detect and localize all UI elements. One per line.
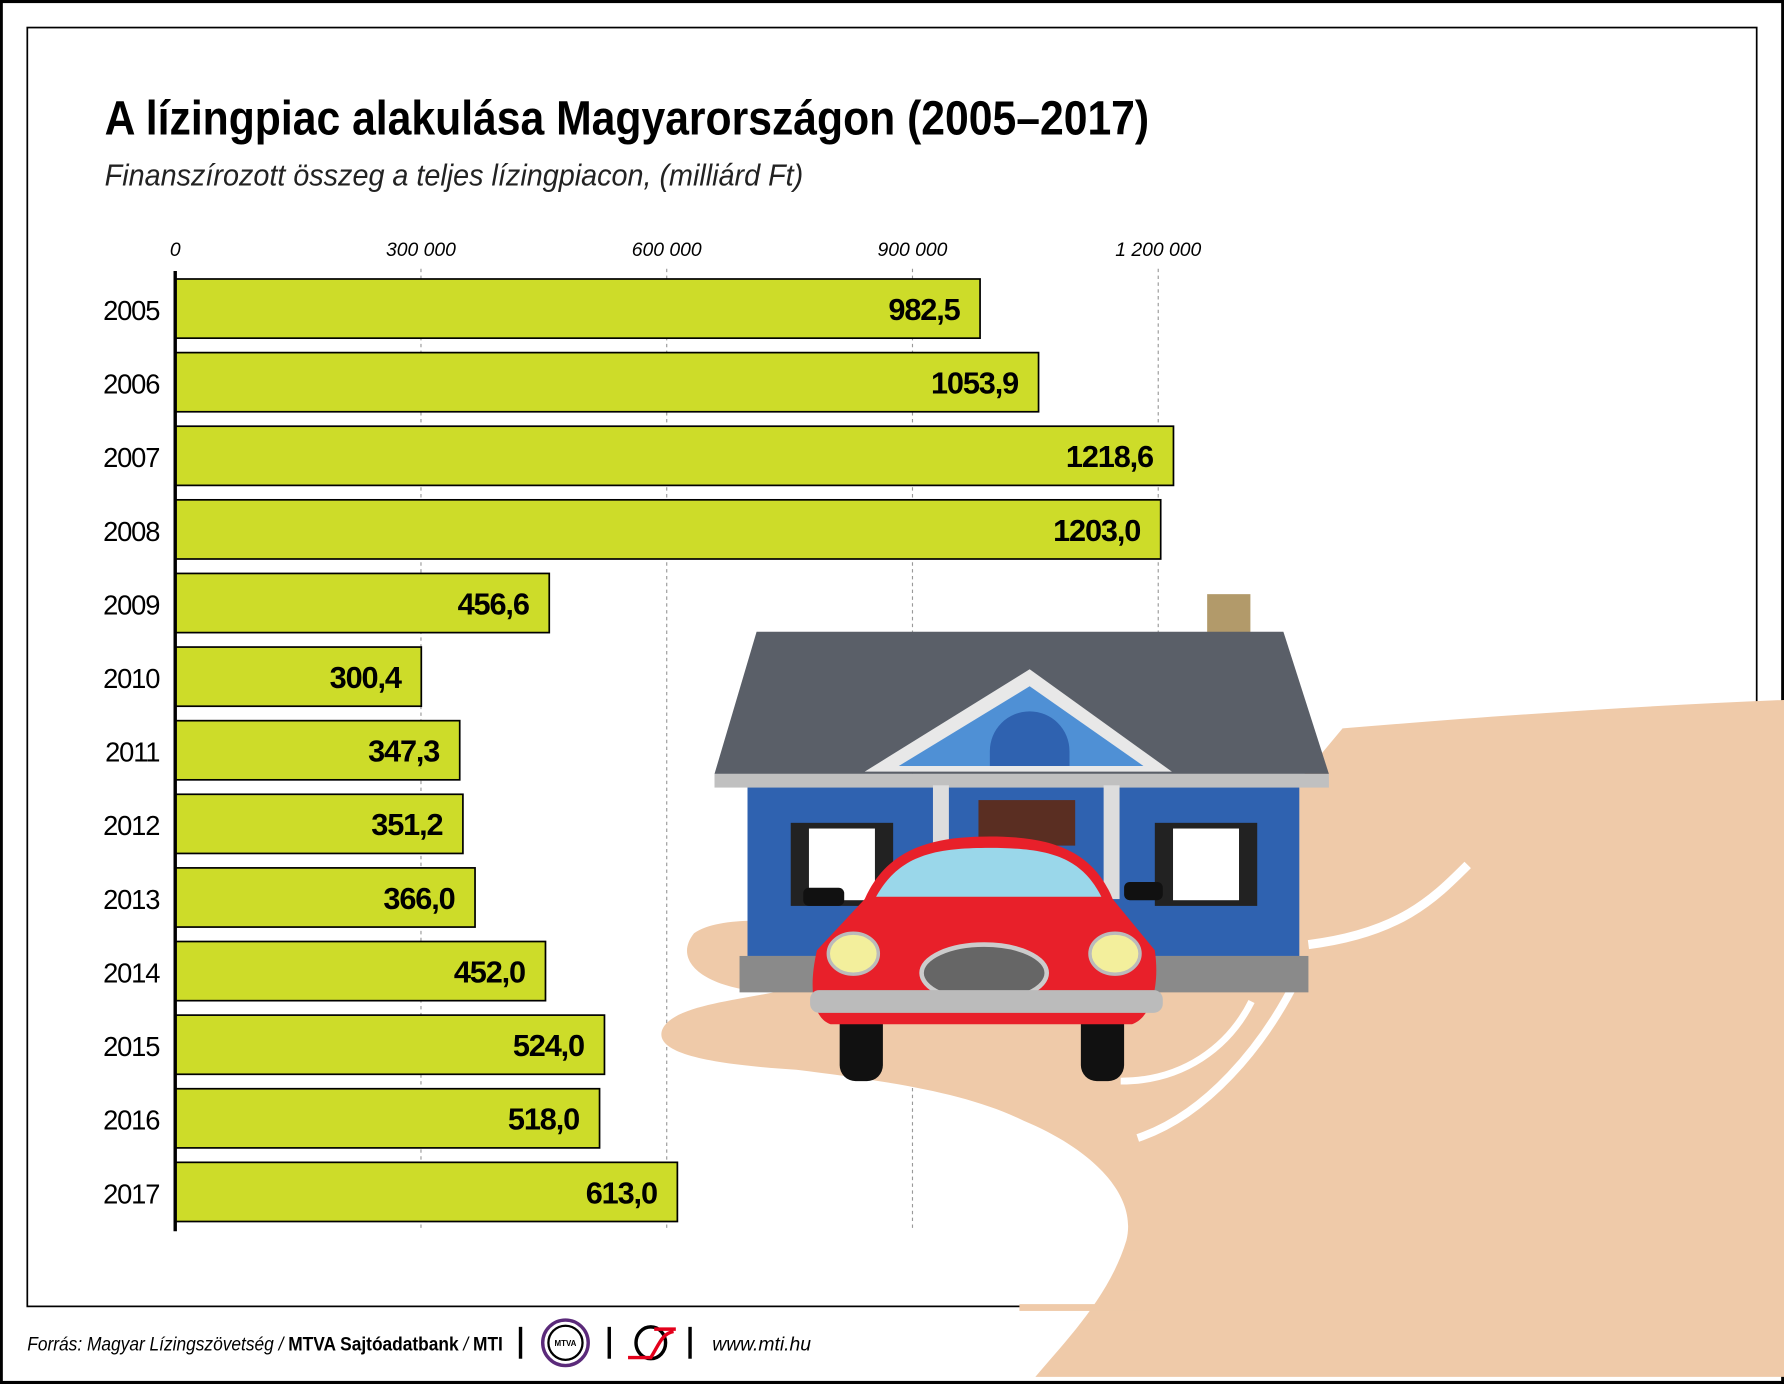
- value-label: 1218,6: [1066, 439, 1153, 474]
- website-link[interactable]: www.mti.hu: [712, 1334, 811, 1356]
- bar-2016: [174, 1087, 601, 1149]
- category-label: 2015: [103, 1031, 160, 1062]
- category-label: 2011: [105, 737, 159, 768]
- value-label: 300,4: [330, 660, 402, 695]
- x-tick-label: 0: [170, 239, 181, 261]
- value-label: 456,6: [458, 586, 529, 621]
- value-label: 524,0: [513, 1028, 584, 1063]
- category-label: 2010: [103, 663, 160, 694]
- source-mti: MTI: [473, 1334, 503, 1356]
- inner-frame: [26, 26, 1758, 1308]
- hand-house-car-illustration: [661, 594, 1784, 1377]
- bar-2014: [174, 940, 547, 1002]
- category-label: 2017: [103, 1178, 159, 1209]
- x-tick-label: 600 000: [632, 239, 702, 261]
- x-axis-ticks: 0 300 000 600 000 900 000 1 200 000: [170, 239, 1202, 261]
- category-label: 2005: [103, 295, 160, 326]
- value-label: 1053,9: [931, 366, 1018, 401]
- bar-2010: [174, 646, 423, 708]
- value-label: 613,0: [586, 1175, 657, 1210]
- source-sep: /: [459, 1334, 473, 1356]
- bar-2009: [174, 572, 551, 634]
- chart-subtitle: Finanszírozott összeg a teljes lízingpia…: [105, 158, 804, 193]
- x-tick-label: 900 000: [878, 239, 948, 261]
- category-label: 2008: [103, 516, 159, 547]
- bar-2012: [174, 793, 464, 855]
- footer: Forrás: Magyar Lízingszövetség / MTVA Sa…: [27, 1318, 811, 1368]
- category-label: 2014: [103, 957, 160, 988]
- value-label: 982,5: [888, 292, 960, 327]
- chart-title: A lízingpiac alakulása Magyarországon (2…: [105, 93, 1149, 146]
- x-tick-label: 1 200 000: [1115, 239, 1201, 261]
- category-label: 2013: [103, 884, 159, 915]
- bar-2007: [174, 425, 1175, 487]
- mti-logo: [628, 1325, 676, 1361]
- y-axis-labels: 2005 2006 2007 2008 2009 2010 2011 2012 2013 2014…: [103, 295, 161, 1209]
- category-label: 2012: [103, 810, 159, 841]
- x-tick-label: 300 000: [386, 239, 456, 261]
- car-icon: [803, 836, 1163, 1082]
- separator: [688, 1326, 692, 1359]
- mtva-logo: MTVA: [541, 1318, 590, 1368]
- separator: [607, 1326, 611, 1359]
- value-label: 452,0: [454, 954, 525, 989]
- source-text: Forrás: Magyar Lízingszövetség / MTVA Sa…: [27, 1334, 503, 1356]
- category-label: 2007: [103, 442, 159, 473]
- bar-2006: [174, 351, 1040, 413]
- separator: [518, 1326, 523, 1359]
- value-label: 347,3: [368, 734, 439, 769]
- category-label: 2009: [103, 589, 159, 620]
- value-label: 518,0: [508, 1102, 579, 1137]
- value-label: 366,0: [383, 881, 454, 916]
- source-prefix: Forrás: Magyar Lízingszövetség /: [27, 1334, 288, 1356]
- bar-2017: [174, 1161, 679, 1223]
- value-label: 351,2: [371, 807, 442, 842]
- source-bold: MTVA Sajtóadatbank: [288, 1334, 459, 1356]
- bar-2005: [174, 278, 981, 340]
- svg-text:MTVA: MTVA: [554, 1339, 576, 1348]
- hand-icon: [661, 699, 1784, 1377]
- value-label: 1203,0: [1053, 513, 1140, 548]
- bar-2008: [174, 498, 1162, 560]
- category-label: 2016: [103, 1105, 159, 1136]
- category-label: 2006: [103, 369, 159, 400]
